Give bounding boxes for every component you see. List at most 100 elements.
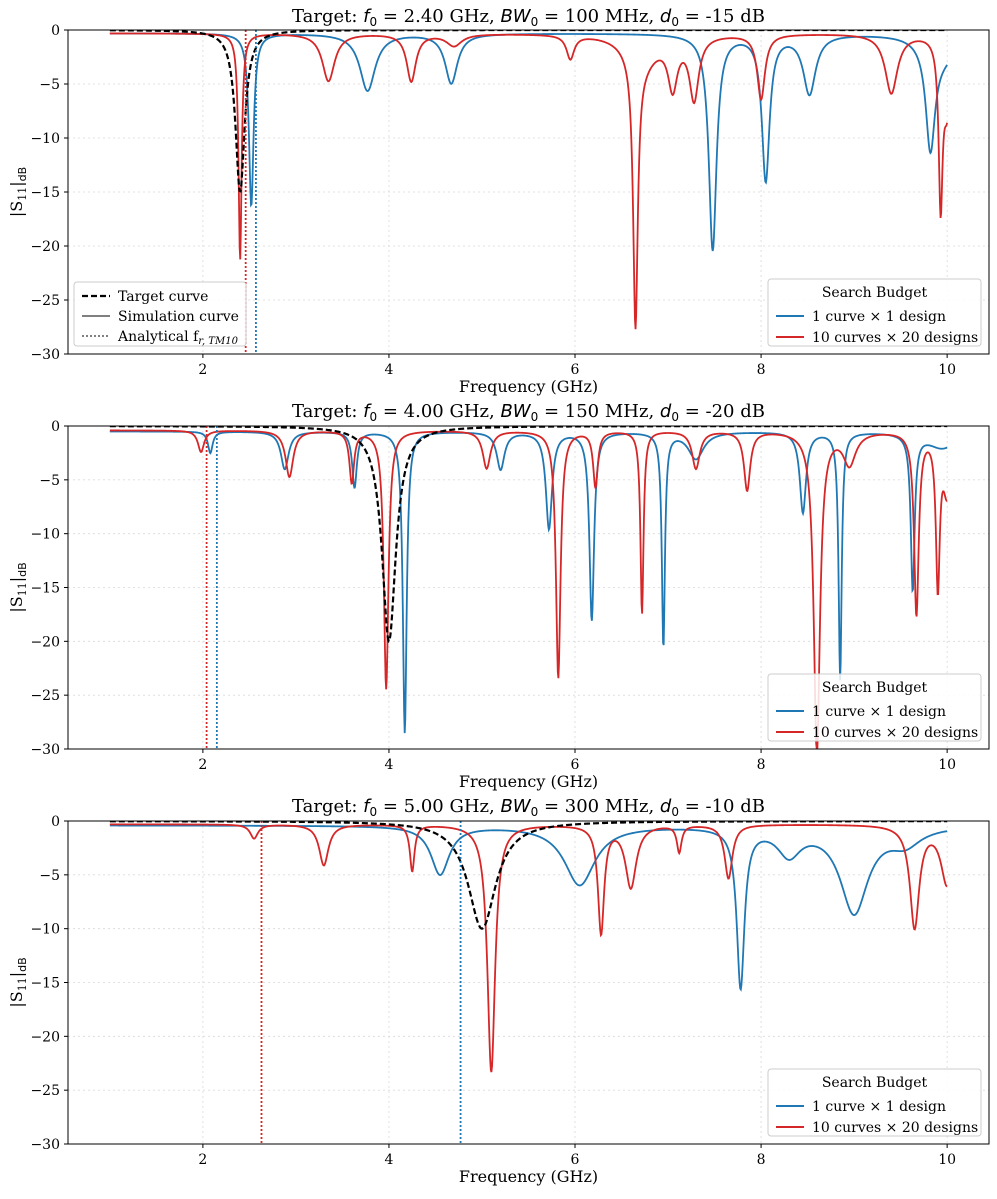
subplot-title: Target: f0 = 4.00 GHz, BW0 = 150 MHz, d0… bbox=[292, 401, 765, 424]
y-axis-label: |S11|dB bbox=[7, 957, 29, 1007]
y-axis-label-sub: 11 bbox=[16, 977, 29, 991]
title-d: d bbox=[660, 401, 672, 422]
y-tick-label: −10 bbox=[30, 527, 60, 543]
target-curve bbox=[109, 821, 948, 930]
subplot-title: Target: f0 = 5.00 GHz, BW0 = 300 MHz, d0… bbox=[292, 796, 765, 819]
title-bw-val: = 100 MHz, bbox=[538, 6, 660, 27]
title-bw-val: = 150 MHz, bbox=[538, 401, 660, 422]
legend-search-budget: Search Budget 1 curve × 1 design 10 curves… bbox=[767, 1068, 982, 1137]
x-tick-label: 8 bbox=[757, 1152, 766, 1168]
series-line-twenty-designs bbox=[109, 429, 948, 749]
series-line-one-design bbox=[109, 430, 948, 734]
x-tick-label: 2 bbox=[198, 1152, 207, 1168]
y-axis-label-sub2: dB bbox=[16, 167, 29, 182]
y-tick-label: −5 bbox=[39, 77, 60, 93]
legend-label-analytical: Analytical fr, TM10 bbox=[117, 329, 239, 347]
y-axis-label: |S11|dB bbox=[7, 167, 29, 217]
title-d-val: = -10 dB bbox=[679, 796, 765, 817]
legend-title: Search Budget bbox=[822, 680, 928, 696]
x-tick-label: 4 bbox=[384, 757, 393, 773]
y-axis-label-sub2: dB bbox=[16, 957, 29, 972]
y-tick-label: 0 bbox=[51, 419, 60, 435]
legend-box bbox=[767, 673, 982, 742]
legend-title: Search Budget bbox=[822, 1075, 928, 1091]
y-tick-label: −25 bbox=[30, 293, 60, 309]
y-tick-label: −25 bbox=[30, 1083, 60, 1099]
plot-area bbox=[109, 426, 948, 749]
y-tick-label: −15 bbox=[30, 976, 60, 992]
x-tick-label: 4 bbox=[384, 1152, 393, 1168]
y-tick-label: −5 bbox=[39, 868, 60, 884]
y-tick-label: −30 bbox=[30, 347, 60, 363]
target-curve bbox=[109, 426, 948, 644]
y-axis-label-sub: 11 bbox=[16, 187, 29, 201]
y-tick-label: −30 bbox=[30, 742, 60, 758]
y-axis-label-bar: | bbox=[7, 181, 26, 186]
target-curve bbox=[109, 30, 948, 193]
y-tick-label: −15 bbox=[30, 581, 60, 597]
y-axis-label-main: |S bbox=[7, 201, 26, 217]
legend-label-one-design: 1 curve × 1 design bbox=[812, 704, 946, 720]
title-f-sub: 0 bbox=[369, 15, 377, 29]
legend-label-target: Target curve bbox=[118, 289, 208, 305]
legend-line-style: Target curve Simulation curve Analytical f… bbox=[73, 281, 247, 347]
legend-label-twenty-designs: 10 curves × 20 designs bbox=[812, 330, 978, 346]
x-axis-label: Frequency (GHz) bbox=[459, 772, 598, 791]
title-bw: BW bbox=[500, 796, 531, 817]
title-f-sub: 0 bbox=[369, 805, 377, 819]
title-f-val: = 2.40 GHz, bbox=[377, 6, 500, 27]
legend-search-budget: Search Budget 1 curve × 1 design 10 curves… bbox=[767, 673, 982, 742]
legend-box bbox=[73, 281, 247, 347]
subplot-1: 2 4 6 8 10 0 −5 −10 −15 −20 −25 −30 Frequency (GHz) |… bbox=[7, 6, 990, 396]
y-tick-label: −5 bbox=[39, 473, 60, 489]
y-axis-label: |S11|dB bbox=[7, 562, 29, 612]
title-d: d bbox=[660, 6, 672, 27]
y-tick-label: −10 bbox=[30, 922, 60, 938]
y-tick-label: 0 bbox=[51, 23, 60, 39]
title-f-val: = 4.00 GHz, bbox=[377, 401, 500, 422]
title-f-sub: 0 bbox=[369, 410, 377, 424]
x-tick-label: 6 bbox=[571, 362, 580, 378]
y-tick-label: −20 bbox=[30, 239, 60, 255]
title-d-val: = -15 dB bbox=[679, 6, 765, 27]
title-bw-sub: 0 bbox=[531, 805, 539, 819]
legend-label-analytical-sub: r, TM10 bbox=[198, 336, 238, 347]
x-tick-label: 10 bbox=[938, 1152, 956, 1168]
title-f: f bbox=[363, 401, 372, 422]
x-axis-label: Frequency (GHz) bbox=[459, 377, 598, 396]
title-bw-val: = 300 MHz, bbox=[538, 796, 660, 817]
title-f-val: = 5.00 GHz, bbox=[377, 796, 500, 817]
title-prefix: Target: bbox=[292, 401, 363, 422]
subplot-title: Target: f0 = 2.40 GHz, BW0 = 100 MHz, d0… bbox=[292, 6, 765, 29]
x-tick-label: 8 bbox=[757, 757, 766, 773]
y-tick-label: 0 bbox=[51, 814, 60, 830]
y-axis-label-bar: | bbox=[7, 972, 26, 977]
y-tick-label: −20 bbox=[30, 1029, 60, 1045]
legend-title: Search Budget bbox=[822, 285, 928, 301]
legend-label-one-design: 1 curve × 1 design bbox=[812, 1099, 946, 1115]
y-axis-label-main: |S bbox=[7, 991, 26, 1007]
x-tick-label: 2 bbox=[198, 757, 207, 773]
title-prefix: Target: bbox=[292, 796, 363, 817]
x-tick-label: 8 bbox=[757, 362, 766, 378]
legend-label-one-design: 1 curve × 1 design bbox=[812, 309, 946, 325]
y-tick-label: −25 bbox=[30, 688, 60, 704]
subplot-3: 2 4 6 8 10 0 −5 −10 −15 −20 −25 −30 Frequency (GHz) |… bbox=[7, 796, 990, 1186]
legend-label-twenty-designs: 10 curves × 20 designs bbox=[812, 725, 978, 741]
legend-box bbox=[767, 278, 982, 347]
y-axis-label-main: |S bbox=[7, 596, 26, 612]
x-tick-label: 10 bbox=[938, 757, 956, 773]
title-d-sub: 0 bbox=[671, 15, 679, 29]
x-axis-label: Frequency (GHz) bbox=[459, 1167, 598, 1186]
x-tick-label: 6 bbox=[571, 757, 580, 773]
title-d-sub: 0 bbox=[671, 410, 679, 424]
x-tick-label: 6 bbox=[571, 1152, 580, 1168]
y-tick-label: −20 bbox=[30, 634, 60, 650]
y-tick-label: −10 bbox=[30, 131, 60, 147]
x-tick-label: 10 bbox=[938, 362, 956, 378]
title-prefix: Target: bbox=[292, 6, 363, 27]
title-f: f bbox=[363, 796, 372, 817]
series-line-twenty-designs bbox=[109, 823, 948, 1073]
